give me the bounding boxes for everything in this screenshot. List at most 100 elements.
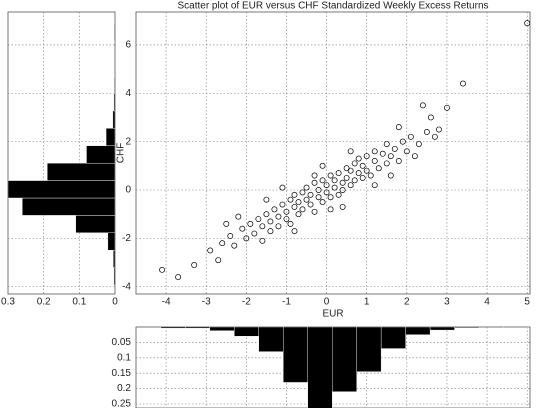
scatter-point	[223, 220, 230, 227]
y-tick-label: 6	[125, 40, 131, 51]
scatter-point	[299, 206, 306, 213]
scatter-point	[279, 184, 286, 191]
x-axis-label: EUR	[322, 309, 343, 320]
scatter-point	[279, 201, 286, 208]
scatter-point	[319, 177, 326, 184]
scatter-point	[227, 233, 234, 239]
scatter-point	[419, 102, 426, 109]
scatter-point	[307, 201, 314, 208]
histogram-bar	[405, 327, 431, 335]
y-tick-label: -2	[122, 233, 131, 244]
scatter-point	[263, 211, 270, 218]
scatter-point	[315, 194, 322, 201]
scatter-point	[311, 208, 318, 215]
scatter-point	[287, 196, 294, 203]
scatter-point	[267, 218, 274, 225]
plot-content	[136, 12, 530, 294]
scatter-point	[355, 155, 362, 162]
scatter-point	[311, 179, 318, 186]
scatter-point	[379, 150, 386, 157]
scatter-point	[323, 182, 330, 189]
y-tick-label: 0	[125, 185, 131, 196]
scatter-point	[327, 206, 334, 213]
y-tick-label: 0.2	[117, 383, 131, 394]
scatter-point	[435, 126, 442, 133]
histogram-bar	[258, 327, 284, 352]
histogram-bar	[114, 75, 115, 94]
histogram-bar	[105, 128, 115, 146]
plot-content	[136, 327, 530, 408]
scatter-point	[243, 235, 250, 242]
scatter-point	[415, 141, 422, 148]
scatter-point	[460, 80, 466, 87]
y-tick-label: 4	[125, 88, 131, 99]
scatter-point	[427, 114, 434, 121]
scatter-point	[407, 133, 414, 140]
scatter-point	[315, 187, 322, 193]
scatter-point	[307, 191, 314, 198]
scatter-point	[287, 220, 294, 227]
scatter-point	[283, 208, 290, 215]
scatter-point	[215, 257, 222, 264]
histogram-bar	[86, 145, 115, 164]
x-tick-label: 5	[524, 297, 530, 308]
histogram-bar	[234, 327, 259, 337]
scatter-point	[367, 172, 374, 179]
x-tick-label: 0.2	[37, 297, 51, 308]
scatter-point	[303, 196, 310, 203]
scatter-point	[383, 160, 390, 167]
scatter-point	[291, 228, 298, 235]
scatter-point	[339, 203, 346, 210]
scatter-point	[371, 182, 378, 189]
histogram-bar	[107, 232, 115, 251]
scatter-point	[343, 174, 350, 181]
scatter-point	[319, 162, 326, 169]
scatter-point	[259, 237, 266, 244]
histogram-bar	[429, 327, 455, 331]
scatter-point	[403, 148, 410, 155]
scatter-point	[323, 189, 330, 196]
y-tick-label: 2	[125, 136, 131, 147]
scatter-point	[375, 165, 382, 172]
plot-content	[8, 12, 115, 294]
scatter-point	[327, 194, 334, 201]
scatter-point	[363, 153, 370, 160]
scatter-point	[207, 247, 214, 254]
scatter-point	[443, 104, 450, 111]
histogram-bar	[160, 327, 186, 329]
panel: 0.3 0.2 0.1 0	[1, 11, 118, 308]
scatter-point	[251, 230, 258, 237]
histogram-bar	[209, 327, 235, 331]
x-tick-label: -4	[162, 297, 171, 308]
scatter-point	[359, 162, 366, 169]
scatter-point	[391, 145, 398, 152]
scatter-point	[524, 20, 530, 27]
scatter-point	[267, 228, 274, 235]
x-tick-label: -3	[202, 297, 211, 308]
scatter-point	[283, 216, 290, 222]
scatter-point	[275, 223, 282, 230]
x-tick-label: 2	[404, 297, 410, 308]
x-tick-label: 0	[324, 297, 330, 308]
y-tick-label: 0.1	[117, 352, 131, 363]
histogram-bar	[331, 327, 357, 392]
scatter-point	[371, 158, 378, 164]
chart-title: Scatter plot of EUR versus CHF Standardi…	[177, 1, 488, 12]
x-tick-label: -2	[242, 297, 251, 308]
scatter-point	[371, 148, 378, 155]
histogram-bar	[283, 327, 308, 383]
histogram-bar	[356, 327, 382, 372]
histogram-bar	[307, 327, 333, 408]
scatter-point	[347, 167, 354, 174]
histogram-bar	[22, 197, 115, 216]
panel: -4 -3 -2 -1 0 1 2 3 4 5 -4 -2 0 2 4 6	[122, 11, 530, 308]
y-tick-label: 0.15	[112, 368, 132, 379]
scatter-point	[387, 153, 394, 160]
x-tick-label: 4	[484, 297, 490, 308]
y-axis-label: CHF	[116, 143, 127, 164]
scatter-point	[335, 191, 342, 198]
y-tick-label: -4	[122, 281, 131, 292]
histogram-bar	[113, 93, 115, 112]
scatter-point	[411, 153, 418, 160]
scatter-point	[351, 160, 358, 167]
